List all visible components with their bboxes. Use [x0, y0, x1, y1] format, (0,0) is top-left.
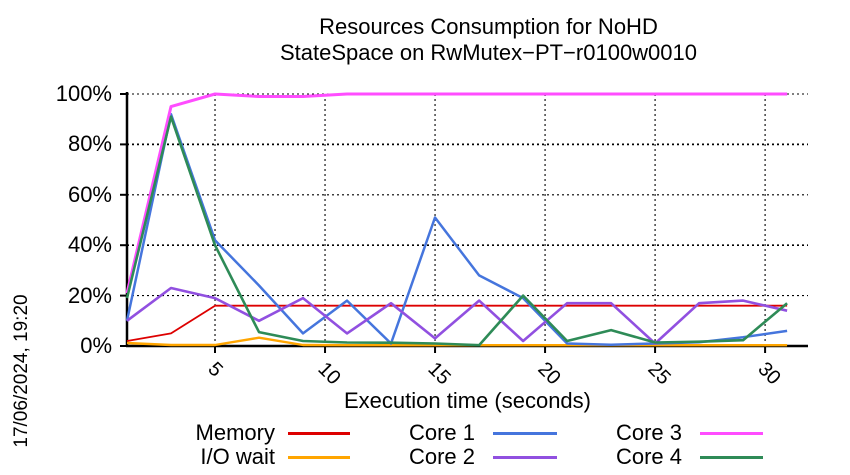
series-line-memory	[126, 304, 788, 342]
chart-title-line2: StateSpace on RwMutex−PT−r0100w0010	[279, 40, 698, 65]
chart-title: Resources Consumption for NoHD StateSpac…	[127, 14, 850, 66]
legend-label-memory: Memory	[195, 420, 275, 445]
legend-swatch-core-1	[493, 432, 557, 435]
y-tick-label-60: 60%	[67, 181, 112, 207]
legend-label-core-4: Core 4	[615, 444, 682, 469]
chart-title-line1: Resources Consumption for NoHD	[319, 14, 658, 39]
y-tick-label-0: 0%	[80, 333, 112, 358]
y-tick-label-100: 100%	[55, 81, 112, 106]
legend-label-i-o-wait: I/O wait	[200, 444, 275, 469]
y-tick-label-80: 80%	[67, 131, 112, 157]
legend-label-core-1: Core 1	[408, 420, 475, 445]
series-line-core-1	[125, 112, 788, 346]
series-line-core-3	[125, 92, 788, 294]
series-line-core-4	[125, 115, 788, 347]
legend-label-core-2: Core 2	[408, 444, 475, 469]
y-tick-label-20: 20%	[67, 282, 112, 308]
legend-label-core-3: Core 3	[615, 420, 682, 445]
legend-swatch-memory	[288, 432, 350, 435]
y-tick-label-40: 40%	[67, 232, 112, 258]
legend-swatch-i-o-wait	[288, 456, 350, 459]
legend-swatch-core-4	[700, 456, 763, 459]
x-axis-title: Execution time (seconds)	[344, 388, 591, 413]
series-line-core-2	[126, 286, 788, 345]
legend-swatch-core-2	[493, 456, 557, 459]
legend-swatch-core-3	[700, 432, 763, 435]
